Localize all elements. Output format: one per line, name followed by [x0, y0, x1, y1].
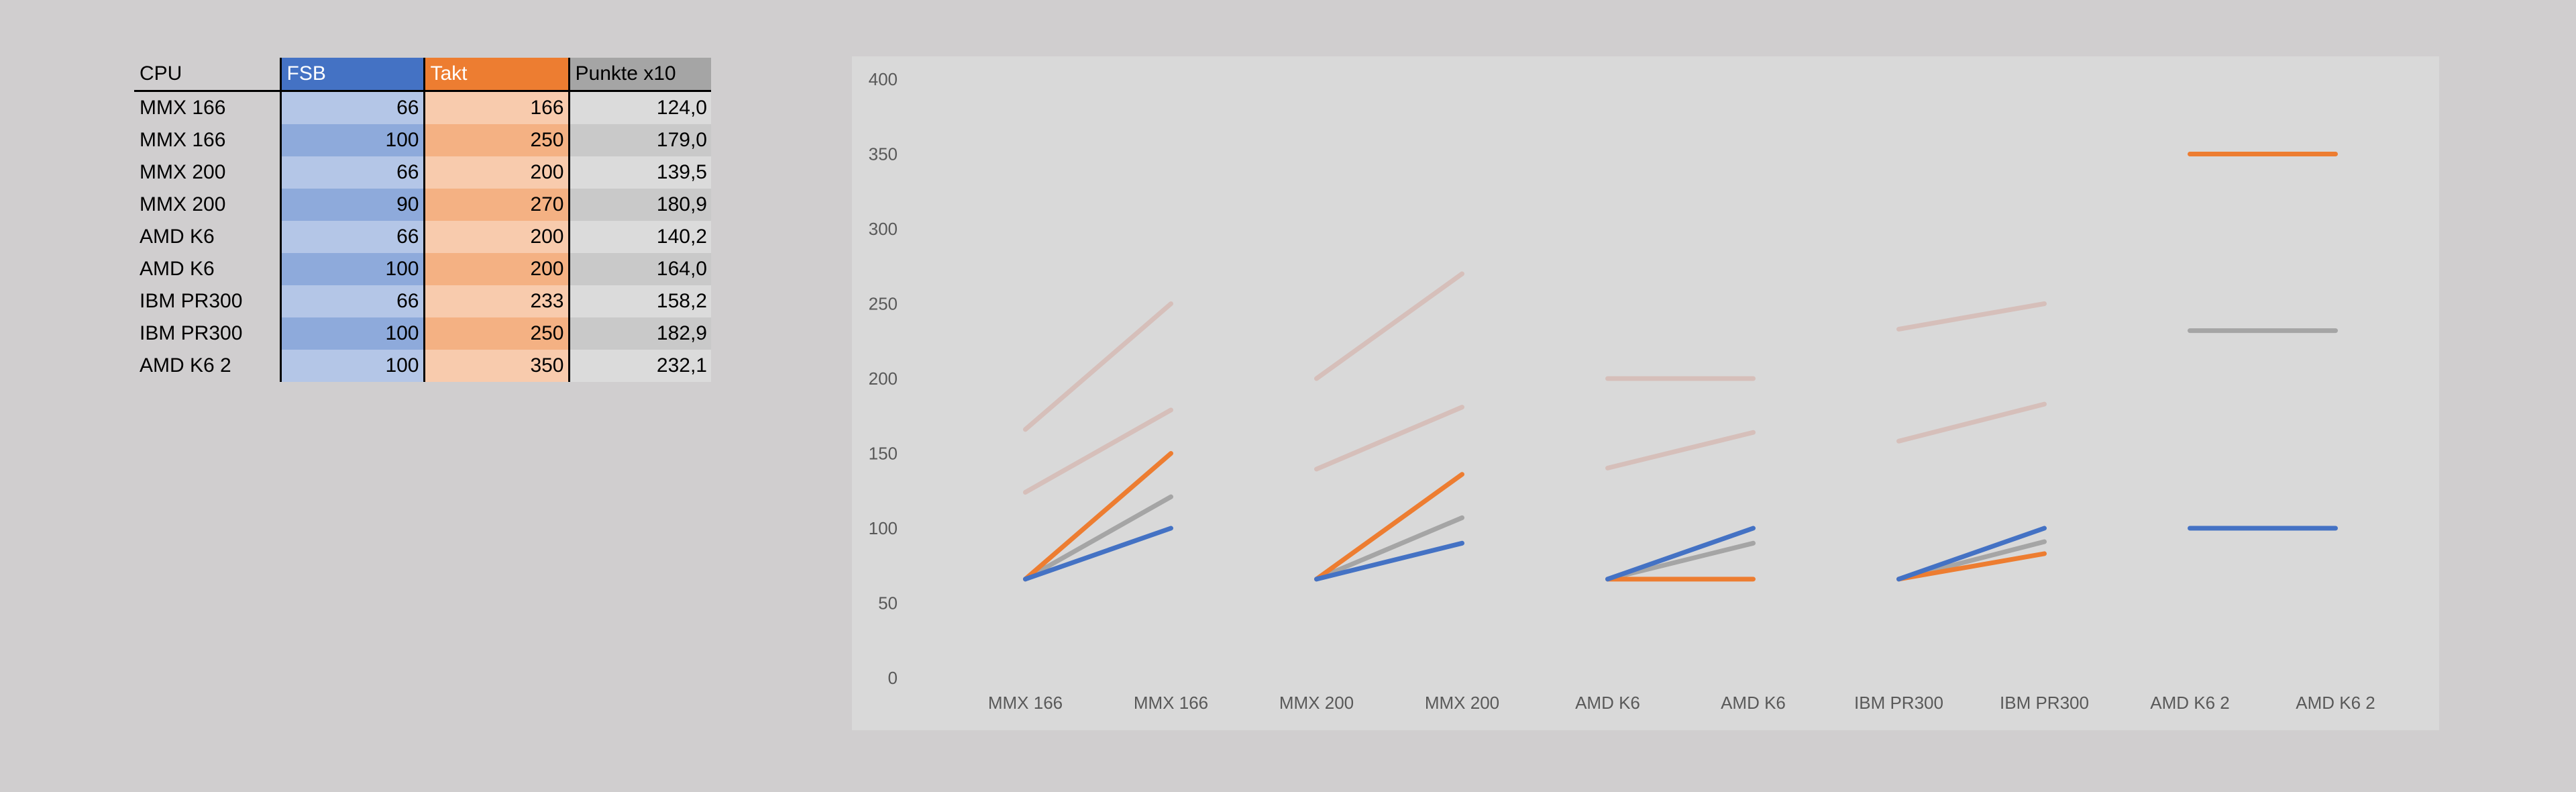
cell-takt[interactable]: 200	[423, 156, 569, 189]
table-row: MMX 200 66 200 139,5	[134, 156, 711, 189]
y-tick-label: 0	[888, 668, 898, 688]
cell-cpu[interactable]: AMD K6	[140, 258, 215, 280]
cell-fsb[interactable]: 100	[279, 124, 424, 156]
fsb-line[interactable]	[1896, 526, 2047, 582]
cell-fsb[interactable]: 100	[279, 350, 424, 382]
cell-punkte[interactable]: 139,5	[568, 156, 711, 189]
x-category-label: MMX 200	[1279, 693, 1354, 713]
y-tick-label: 150	[869, 444, 898, 464]
y-tick-label: 100	[869, 518, 898, 538]
chart-series	[1023, 152, 2338, 582]
cell-punkte[interactable]: 182,9	[568, 317, 711, 350]
takt-absolute-line[interactable]	[1896, 301, 2047, 332]
table-row: IBM PR300 66 233 158,2	[134, 285, 711, 317]
cell-punkte[interactable]: 140,2	[568, 221, 711, 253]
takt-absolute-line[interactable]	[1023, 301, 1173, 432]
cell-takt[interactable]: 166	[423, 91, 569, 124]
cell-takt[interactable]: 200	[423, 221, 569, 253]
cell-cpu[interactable]: IBM PR300	[140, 290, 243, 312]
cell-punkte[interactable]: 232,1	[568, 350, 711, 382]
punkte-absolute-line[interactable]	[1023, 407, 1173, 495]
cell-punkte[interactable]: 179,0	[568, 124, 711, 156]
punkte-line[interactable]	[1605, 540, 1756, 582]
y-tick-label: 200	[869, 368, 898, 389]
table-body: MMX 166 66 166 124,0 MMX 166 100 250 179,0 MMX 2…	[134, 91, 711, 382]
fsb-line[interactable]	[1314, 540, 1464, 582]
cell-punkte[interactable]: 158,2	[568, 285, 711, 317]
cell-fsb[interactable]: 100	[279, 253, 424, 285]
x-category-label: IBM PR300	[1854, 693, 1943, 713]
table-row: MMX 166 66 166 124,0	[134, 91, 711, 124]
x-category-label: AMD K6	[1721, 693, 1786, 713]
x-category-label: AMD K6 2	[2296, 693, 2375, 713]
table-row: AMD K6 2 100 350 232,1	[134, 350, 711, 382]
chart-area[interactable]: 0 50 100 150 200 250 300 350 400 MMX 166 MMX 166 M…	[852, 56, 2439, 730]
fsb-line[interactable]	[1023, 526, 1173, 582]
x-axis-labels: MMX 166 MMX 166 MMX 200 MMX 200 AMD K6 AMD K6…	[988, 693, 2375, 713]
cpu-data-table: CPU FSB Takt Punkte x10 MMX 166 66 166 124,…	[134, 58, 711, 382]
table-row: IBM PR300 100 250 182,9	[134, 317, 711, 350]
punkte-line[interactable]	[1314, 515, 1464, 582]
cell-fsb[interactable]: 66	[279, 91, 424, 124]
table-row: MMX 166 100 250 179,0	[134, 124, 711, 156]
punkte-absolute-line[interactable]	[1605, 430, 1756, 471]
header-punkte[interactable]: Punkte x10	[568, 58, 711, 92]
cell-fsb[interactable]: 90	[279, 189, 424, 221]
cell-cpu[interactable]: MMX 200	[140, 161, 226, 183]
cell-fsb[interactable]: 66	[279, 285, 424, 317]
fsb-line[interactable]	[1605, 526, 1756, 582]
header-takt[interactable]: Takt	[423, 58, 569, 92]
cell-punkte[interactable]: 180,9	[568, 189, 711, 221]
takt-line[interactable]	[1896, 551, 2047, 582]
cell-punkte[interactable]: 124,0	[568, 91, 711, 124]
x-category-label: AMD K6 2	[2150, 693, 2230, 713]
takt-line[interactable]	[1023, 451, 1173, 582]
x-category-label: MMX 200	[1425, 693, 1499, 713]
y-axis-ticks: 0 50 100 150 200 250 300 350 400	[869, 69, 898, 688]
cell-fsb[interactable]: 66	[279, 221, 424, 253]
cell-takt[interactable]: 200	[423, 253, 569, 285]
y-tick-label: 400	[869, 69, 898, 89]
takt-absolute-line[interactable]	[1314, 271, 1464, 381]
cell-takt[interactable]: 270	[423, 189, 569, 221]
header-cpu[interactable]: CPU	[134, 58, 280, 92]
y-tick-label: 250	[869, 294, 898, 314]
table-header-row: CPU FSB Takt Punkte x10	[134, 58, 711, 92]
x-category-label: AMD K6	[1575, 693, 1640, 713]
cell-cpu[interactable]: AMD K6 2	[140, 354, 231, 377]
punkte-absolute-line[interactable]	[1896, 401, 2047, 444]
x-category-label: IBM PR300	[2000, 693, 2089, 713]
cell-cpu[interactable]: MMX 166	[140, 129, 226, 151]
cell-cpu[interactable]: MMX 200	[140, 193, 226, 215]
x-category-label: MMX 166	[988, 693, 1063, 713]
cell-takt[interactable]: 250	[423, 317, 569, 350]
cell-takt[interactable]: 233	[423, 285, 569, 317]
cell-punkte[interactable]: 164,0	[568, 253, 711, 285]
header-fsb[interactable]: FSB	[279, 58, 424, 92]
cell-takt[interactable]: 250	[423, 124, 569, 156]
takt-line[interactable]	[1314, 472, 1464, 582]
punkte-absolute-line[interactable]	[1314, 405, 1464, 472]
table-row: AMD K6 100 200 164,0	[134, 253, 711, 285]
y-tick-label: 300	[869, 219, 898, 239]
punkte-line[interactable]	[1023, 494, 1173, 582]
y-tick-label: 50	[878, 593, 898, 613]
y-tick-label: 350	[869, 144, 898, 164]
cell-takt[interactable]: 350	[423, 350, 569, 382]
table-row: AMD K6 66 200 140,2	[134, 221, 711, 253]
table-row: MMX 200 90 270 180,9	[134, 189, 711, 221]
cell-cpu[interactable]: IBM PR300	[140, 322, 243, 344]
x-category-label: MMX 166	[1134, 693, 1208, 713]
cell-fsb[interactable]: 66	[279, 156, 424, 189]
cell-cpu[interactable]: AMD K6	[140, 226, 215, 248]
cell-fsb[interactable]: 100	[279, 317, 424, 350]
cell-cpu[interactable]: MMX 166	[140, 97, 226, 119]
